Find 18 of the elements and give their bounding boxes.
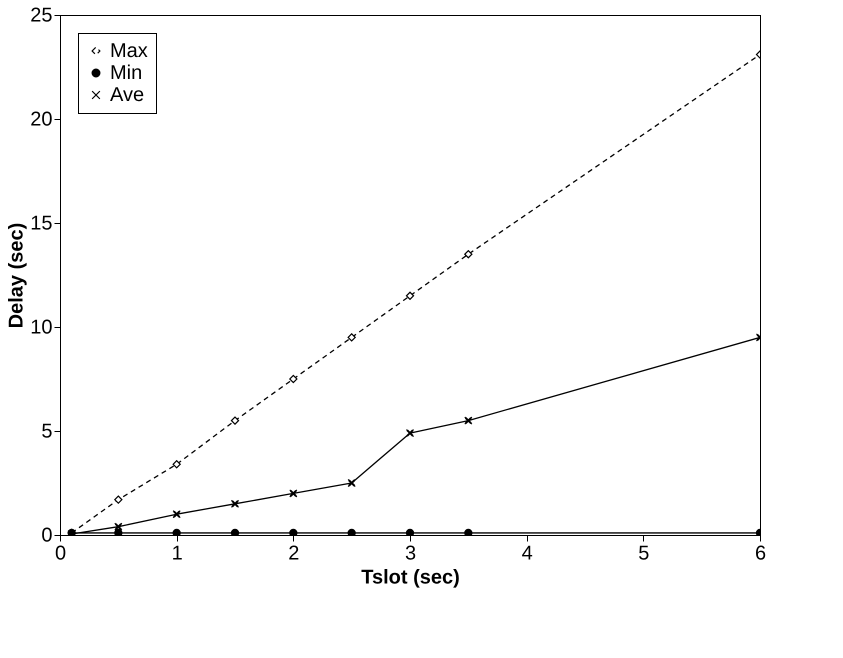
y-tick-label: 10 [30,316,52,338]
y-tick-label: 15 [30,212,52,234]
y-tick-label: 20 [30,108,52,130]
legend-label: Min [110,62,142,84]
x-axis-title: Tslot (sec) [361,566,460,588]
x-tick-label: 5 [638,542,650,564]
y-tick-label: 25 [30,4,52,26]
x-tick-label: 1 [172,542,183,564]
x-tick-label: 4 [522,542,533,564]
x-tick-label: 0 [54,542,66,564]
x-tick-label: 3 [404,542,416,564]
y-tick-label: 5 [41,420,52,442]
x-tick-label: 6 [754,542,766,564]
x-tick-label: 2 [288,542,300,564]
y-tick-label: 0 [41,524,52,546]
legend-label: Max [110,40,148,62]
y-axis-title: Delay (sec) [5,222,28,328]
legend-label: Ave [110,84,144,106]
